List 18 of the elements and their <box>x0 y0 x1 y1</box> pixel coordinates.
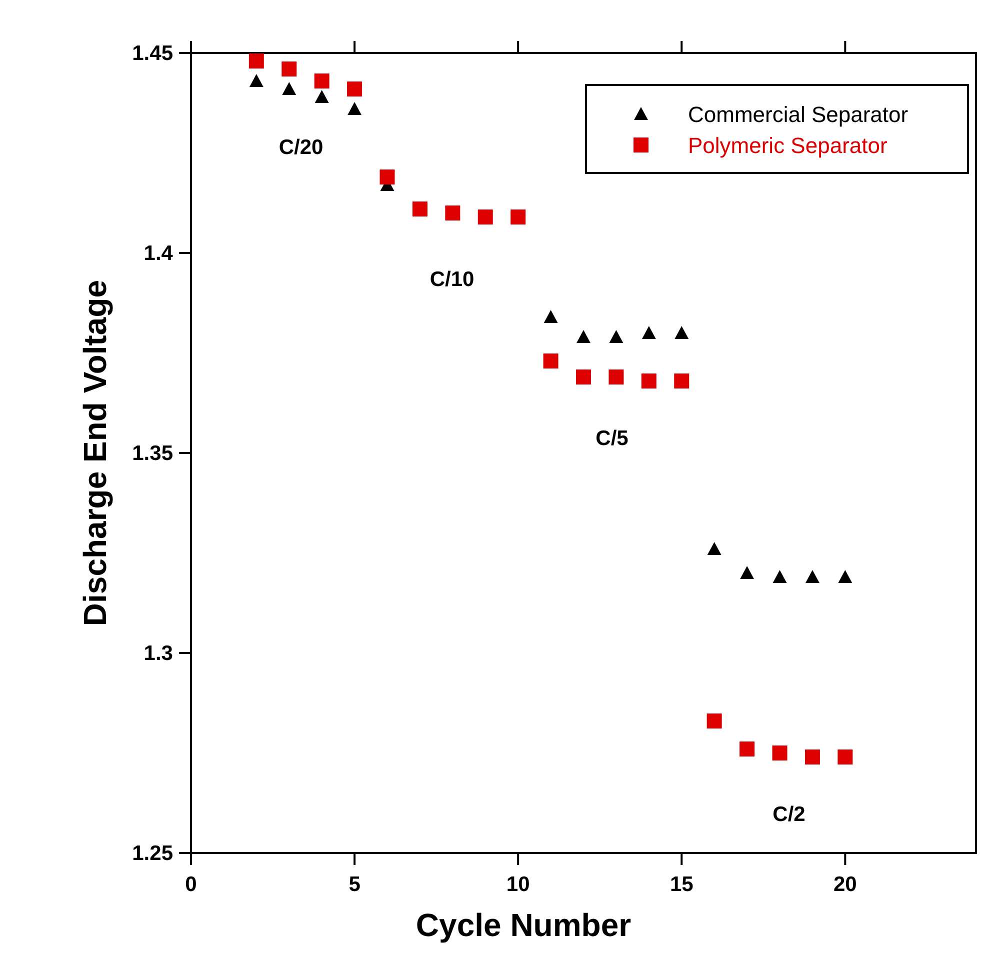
x-tick-label: 20 <box>833 873 857 896</box>
x-tick-label: 5 <box>348 873 361 896</box>
y-tick-label: 1.35 <box>132 442 174 465</box>
annotation: C/10 <box>430 268 474 291</box>
y-tick-label: 1.3 <box>144 642 173 665</box>
y-tick-label: 1.45 <box>132 42 174 65</box>
y-tick-label: 1.4 <box>144 242 174 265</box>
annotation: C/5 <box>596 427 629 450</box>
y-tick-label: 1.25 <box>132 842 174 865</box>
x-tick-label: 0 <box>185 873 197 896</box>
x-axis-title: Cycle Number <box>416 907 632 943</box>
x-tick-label: 15 <box>670 873 694 896</box>
annotation: C/20 <box>278 136 324 159</box>
x-tick-label: 10 <box>506 873 530 896</box>
legend-label: Commercial Separator <box>688 102 908 127</box>
annotation: C/2 <box>772 803 806 826</box>
y-axis-title: Discharge End Voltage <box>77 280 113 626</box>
legend-label: Polymeric Separator <box>688 133 888 158</box>
